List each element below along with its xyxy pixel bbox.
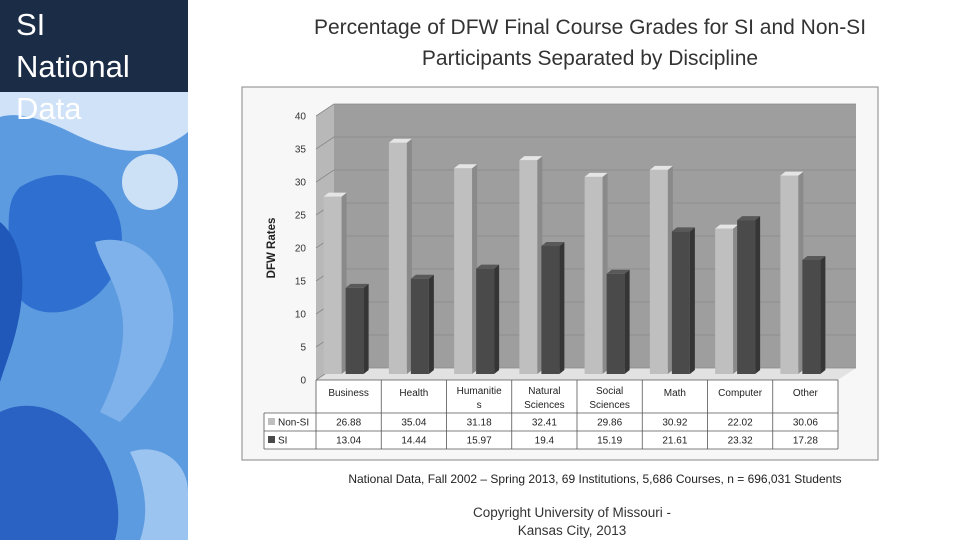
category-label: Natural	[528, 386, 560, 397]
y-tick-label: 0	[300, 376, 306, 387]
table-cell-value: 31.18	[467, 418, 492, 429]
bar-si	[606, 269, 630, 374]
bar-si	[345, 283, 369, 374]
chart-title-line1: Percentage of DFW Final Course Grades fo…	[314, 16, 866, 39]
copyright-line2: Kansas City, 2013	[518, 523, 627, 538]
slide-sidebar: SI National Data	[0, 0, 188, 540]
bar-si	[476, 264, 500, 374]
bar-non-si	[715, 224, 739, 374]
sidebar-title-box	[0, 0, 188, 92]
table-cell-value: 32.41	[532, 418, 557, 429]
table-cell-value: 17.28	[793, 436, 818, 447]
bar-non-si	[323, 192, 347, 374]
gridline-side	[315, 169, 335, 183]
gridline-side	[315, 136, 335, 150]
y-axis-label: DFW Rates	[266, 218, 278, 279]
table-cell-value: 19.4	[535, 436, 555, 447]
table-cell-value: 13.04	[336, 436, 361, 447]
table-cell-value: 21.61	[662, 436, 687, 447]
table-cell-value: 23.32	[728, 436, 753, 447]
bar-non-si	[780, 171, 804, 374]
category-label: s	[477, 400, 482, 411]
legend-label: Non-SI	[278, 418, 309, 429]
category-label: Other	[793, 388, 819, 399]
table-cell-value: 30.06	[793, 418, 818, 429]
bar-si	[802, 255, 826, 374]
category-label: Sciences	[524, 400, 565, 411]
bar-non-si	[388, 138, 412, 374]
y-tick-label: 35	[295, 145, 307, 156]
y-axis-ticks: 0 5 10 15 20 25 30 35 40	[295, 112, 307, 387]
table-cell-value: 35.04	[401, 418, 426, 429]
category-label: Math	[664, 388, 686, 399]
category-label: Computer	[718, 388, 763, 399]
legend-swatch	[268, 436, 275, 443]
bar-si	[541, 241, 565, 374]
bar-non-si	[519, 156, 543, 374]
bar-non-si	[584, 172, 608, 374]
bar-si	[737, 216, 761, 374]
bar-si	[410, 274, 434, 374]
category-label: Health	[399, 388, 428, 399]
bar-si	[671, 227, 695, 374]
legend-label: SI	[278, 436, 287, 447]
y-tick-label: 5	[300, 343, 306, 354]
category-label: Business	[328, 388, 369, 399]
data-table: Business Health Humanitie s Natural Sciences S…	[263, 379, 839, 450]
sidebar-decorative-art	[0, 92, 188, 540]
chart-title-line2: Participants Separated by Discipline	[422, 47, 758, 70]
table-cell-value: 30.92	[662, 418, 687, 429]
category-label: Sciences	[589, 400, 630, 411]
footnote: National Data, Fall 2002 – Spring 2013, …	[348, 472, 841, 486]
y-tick-label: 40	[295, 112, 307, 123]
table-cell-value: 14.44	[401, 436, 426, 447]
table-cell-value: 15.19	[597, 436, 622, 447]
slide-title: SI National Data	[16, 7, 130, 126]
y-tick-label: 10	[295, 310, 307, 321]
legend-swatch	[268, 418, 275, 425]
y-tick-label: 15	[295, 277, 307, 288]
table-cell-value: 22.02	[728, 418, 753, 429]
y-tick-label: 25	[295, 211, 307, 222]
table-cell-value: 15.97	[467, 436, 492, 447]
table-cell-value: 26.88	[336, 418, 361, 429]
table-cell-value: 29.86	[597, 418, 622, 429]
gridline-side	[315, 103, 335, 117]
bar-non-si	[454, 164, 478, 374]
y-tick-label: 20	[295, 244, 307, 255]
category-label: Social	[596, 386, 623, 397]
y-tick-label: 30	[295, 178, 307, 189]
category-label: Humanitie	[457, 386, 502, 397]
copyright-line1: Copyright University of Missouri -	[473, 505, 671, 520]
bar-non-si	[649, 165, 673, 374]
bars	[323, 138, 826, 374]
